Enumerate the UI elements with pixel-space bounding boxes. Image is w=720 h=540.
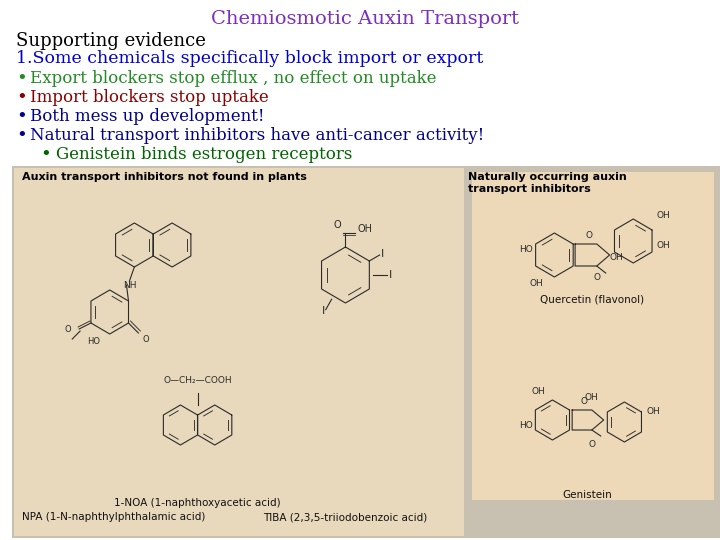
Text: HO: HO	[519, 422, 533, 430]
Text: I: I	[382, 249, 384, 259]
Text: •: •	[17, 89, 27, 107]
Text: OH: OH	[585, 393, 599, 402]
Text: O: O	[65, 325, 71, 334]
Text: O: O	[143, 335, 149, 344]
Text: O: O	[593, 273, 600, 282]
Text: •: •	[17, 108, 27, 126]
Text: Both mess up development!: Both mess up development!	[30, 108, 264, 125]
Bar	[14, 168, 464, 536]
Text: 1.Some chemicals specifically block import or export: 1.Some chemicals specifically block impo…	[17, 50, 483, 67]
Text: NH: NH	[122, 281, 136, 290]
Text: O: O	[585, 231, 593, 240]
Text: OH: OH	[646, 408, 660, 416]
Text: O: O	[588, 440, 595, 449]
Text: Supporting evidence: Supporting evidence	[17, 32, 206, 50]
Text: I: I	[389, 270, 392, 280]
Text: •: •	[17, 127, 27, 145]
Bar	[472, 172, 714, 500]
Text: NPA (1-N-naphthylphthalamic acid): NPA (1-N-naphthylphthalamic acid)	[22, 512, 205, 522]
Text: HO: HO	[519, 246, 533, 254]
Text: HO: HO	[87, 338, 100, 347]
Text: Chemiosmotic Auxin Transport: Chemiosmotic Auxin Transport	[211, 10, 519, 28]
Text: Genistein binds estrogen receptors: Genistein binds estrogen receptors	[55, 146, 352, 163]
Text: O: O	[334, 220, 341, 230]
Text: •: •	[17, 70, 27, 88]
Text: OH: OH	[657, 211, 670, 220]
Text: Natural transport inhibitors have anti-cancer activity!: Natural transport inhibitors have anti-c…	[30, 127, 485, 144]
Text: OH: OH	[357, 224, 372, 234]
Text: OH: OH	[530, 279, 544, 288]
Text: OH: OH	[657, 241, 670, 251]
Text: Export blockers stop efflux , no effect on uptake: Export blockers stop efflux , no effect …	[30, 70, 436, 87]
Text: Quercetin (flavonol): Quercetin (flavonol)	[540, 295, 644, 305]
Text: TIBA (2,3,5-triiodobenzoic acid): TIBA (2,3,5-triiodobenzoic acid)	[264, 512, 428, 522]
Bar	[466, 168, 718, 536]
Bar	[12, 166, 720, 538]
Text: O—CH₂—COOH: O—CH₂—COOH	[163, 376, 232, 385]
Text: Genistein: Genistein	[562, 490, 612, 500]
Text: OH: OH	[610, 253, 624, 262]
Text: O: O	[580, 397, 588, 406]
Text: I: I	[322, 306, 325, 316]
Text: Import blockers stop uptake: Import blockers stop uptake	[30, 89, 269, 106]
Text: 1-NOA (1-naphthoxyacetic acid): 1-NOA (1-naphthoxyacetic acid)	[114, 498, 281, 508]
Text: Auxin transport inhibitors not found in plants: Auxin transport inhibitors not found in …	[22, 172, 307, 182]
Text: OH: OH	[532, 387, 546, 396]
Text: Naturally occurring auxin
transport inhibitors: Naturally occurring auxin transport inhi…	[468, 172, 626, 194]
Text: •: •	[40, 146, 50, 164]
